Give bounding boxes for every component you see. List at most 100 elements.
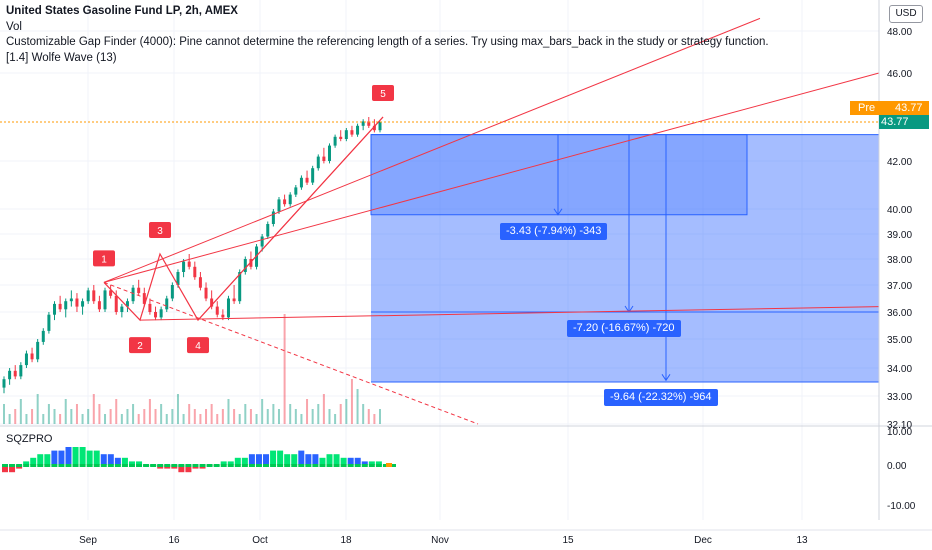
- pre-market-price-tag: Pre 43.77: [850, 101, 929, 115]
- legend-gap-finder[interactable]: Customizable Gap Finder (4000): Pine can…: [6, 36, 769, 48]
- volume-bar-16: [92, 394, 95, 424]
- volume-bar-30: [171, 409, 174, 424]
- candle-body-12: [69, 298, 73, 302]
- volume-bar-18: [104, 414, 107, 424]
- candle-body-4: [24, 353, 28, 366]
- volume-bar-23: [132, 404, 135, 424]
- legend-volume[interactable]: Vol: [6, 20, 22, 33]
- sqz-bar-13: [93, 450, 100, 465]
- sqz-bar-9: [65, 447, 72, 465]
- legend-wolfe-wave[interactable]: [1.4] Wolfe Wave (13): [6, 51, 117, 64]
- volume-bar-4: [25, 414, 28, 424]
- wolfe-label-box-1: [93, 250, 115, 267]
- candle-body-63: [356, 125, 360, 135]
- sqz-dot-28: [199, 464, 206, 467]
- volume-bar-13: [75, 404, 78, 424]
- volume-bar-17: [98, 404, 101, 424]
- sqz-bar-18: [128, 461, 135, 465]
- wolfe-label-5: 5: [372, 85, 394, 101]
- sqz-dot-0: [2, 464, 8, 467]
- time-tick-6: Dec: [694, 535, 712, 546]
- wolfe-line-2-4: [139, 306, 880, 321]
- volume-bar-0: [3, 404, 5, 424]
- sqz-dot-31: [220, 464, 227, 467]
- candle-body-57: [322, 156, 326, 161]
- volume-bar-63: [356, 389, 359, 424]
- indicator-tick-1: 0.00: [887, 461, 907, 472]
- time-tick-5: 15: [562, 535, 574, 546]
- candle-body-43: [243, 259, 247, 272]
- volume-bar-6: [36, 394, 39, 424]
- sqz-dot-35: [248, 464, 255, 467]
- sqz-bar-3: [23, 461, 30, 465]
- sqz-dot-51: [361, 464, 368, 467]
- sqz-dot-49: [347, 464, 354, 467]
- sqz-bar-14: [100, 454, 107, 465]
- candle-body-36: [204, 287, 208, 299]
- chart-legend: United States Gasoline Fund LP, 2h, AMEX…: [6, 4, 769, 66]
- volume-bar-42: [238, 414, 241, 424]
- volume-bar-10: [59, 414, 62, 424]
- volume-bar-1: [8, 414, 11, 424]
- sqz-dot-10: [72, 464, 79, 467]
- sqz-dot-25: [178, 464, 185, 467]
- measure-zone: [370, 134, 879, 383]
- sqz-bar-5: [37, 454, 44, 465]
- price-tick-4: 39.00: [887, 230, 912, 241]
- sqz-dot-45: [319, 464, 326, 467]
- sqz-bar-7: [51, 450, 58, 465]
- volume-bar-33: [188, 404, 191, 424]
- sqz-dot-52: [368, 464, 375, 467]
- currency-button[interactable]: USD: [889, 5, 923, 23]
- candle-body-23: [131, 287, 135, 302]
- candle-body-30: [170, 285, 174, 299]
- sqz-bar-41: [291, 454, 298, 465]
- sqz-dot-32: [227, 464, 234, 467]
- price-tick-7: 36.00: [887, 308, 912, 319]
- sqz-dot-24: [171, 464, 178, 467]
- volume-bar-44: [249, 409, 252, 424]
- sqz-bar-31: [220, 461, 227, 465]
- volume-bar-22: [126, 409, 129, 424]
- candle-body-47: [266, 224, 270, 237]
- volume-bars: [3, 314, 381, 424]
- candle-body-19: [109, 290, 113, 296]
- volume-bar-25: [143, 409, 146, 424]
- sqz-dot-47: [333, 464, 340, 467]
- time-tick-2: Oct: [252, 535, 268, 546]
- sqz-dot-50: [354, 464, 361, 467]
- measure-arrowhead-2: [624, 305, 634, 313]
- candle-body-18: [103, 290, 107, 310]
- volume-bar-50: [283, 314, 286, 424]
- pre-label: Pre: [858, 102, 876, 114]
- wolfe-wave: 1 2 3 4 5: [93, 17, 880, 425]
- volume-bar-29: [165, 414, 168, 424]
- candle-body-61: [344, 130, 348, 139]
- wolfe-label-box-5: [372, 85, 394, 101]
- sqz-dot-18: [128, 464, 135, 467]
- sqz-bar-43: [305, 454, 312, 465]
- volume-bar-27: [154, 409, 157, 424]
- measure-zone-inner: [370, 134, 748, 216]
- candle-body-37: [210, 298, 214, 307]
- volume-bar-9: [53, 409, 56, 424]
- candle-body-56: [316, 156, 320, 169]
- sqz-dot-8: [58, 464, 65, 467]
- sqz-dot-20: [143, 464, 150, 467]
- volume-bar-53: [300, 414, 303, 424]
- indicator-label[interactable]: SQZPRO: [6, 433, 53, 445]
- candle-body-0: [2, 379, 6, 388]
- candle-body-51: [288, 194, 292, 205]
- candle-body-34: [193, 266, 197, 278]
- sqz-dot-54: [382, 464, 389, 467]
- sqz-dot-27: [192, 464, 199, 467]
- candle-body-22: [125, 301, 129, 307]
- candle-body-52: [294, 187, 298, 195]
- volume-bar-58: [328, 409, 331, 424]
- price-tick-0: 48.00: [887, 27, 912, 38]
- price-tick-1: 46.00: [887, 69, 912, 80]
- candle-body-26: [148, 303, 152, 312]
- legend-title[interactable]: United States Gasoline Fund LP, 2h, AMEX: [6, 5, 238, 17]
- sqz-bar-26: [185, 465, 192, 473]
